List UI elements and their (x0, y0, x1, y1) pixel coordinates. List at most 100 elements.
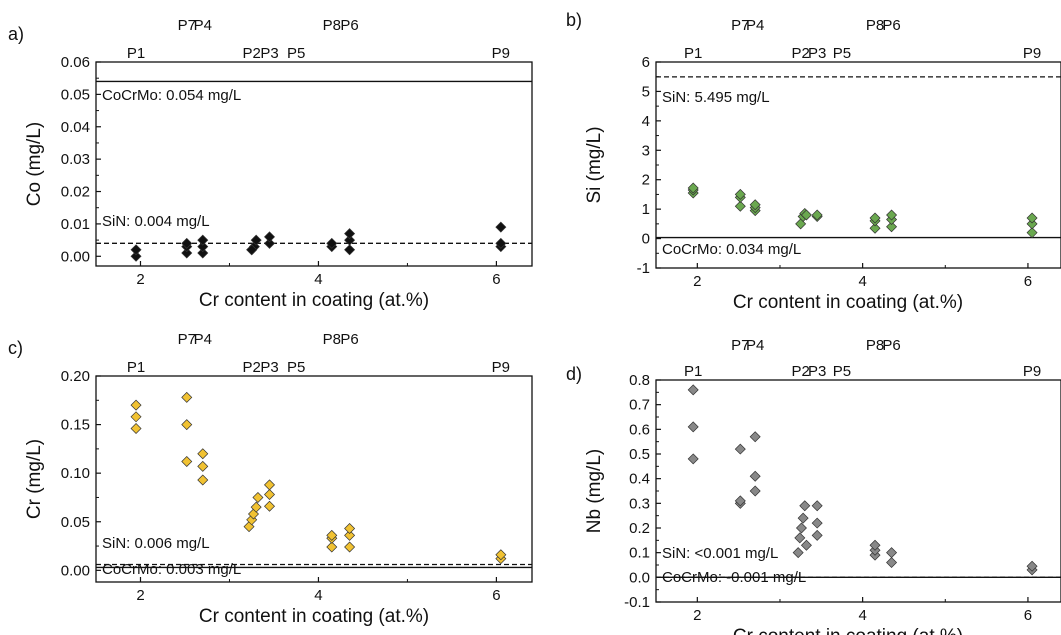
data-point (344, 234, 356, 246)
sample-label: P6 (340, 17, 358, 34)
data-point (197, 234, 209, 246)
y-tick-label: 0.6 (629, 421, 650, 438)
sample-label: P4 (194, 331, 212, 348)
sample-label: P6 (340, 331, 358, 348)
x-tick-label: 2 (136, 587, 144, 604)
sample-label: P2 (791, 363, 809, 380)
sample-label: P7 (731, 337, 749, 354)
data-point (869, 212, 881, 224)
reference-label: CoCrMo: 0.054 mg/L (102, 87, 241, 104)
y-tick-label: 0.1 (629, 545, 650, 562)
sample-label: P1 (127, 45, 145, 62)
y-tick-label: 0.2 (629, 520, 650, 537)
data-point (264, 500, 276, 512)
sample-label: P6 (882, 17, 900, 34)
y-tick-label: 0.05 (61, 514, 90, 531)
x-tick-label: 4 (858, 273, 866, 290)
y-axis-title: Nb (mg/L) (584, 449, 605, 533)
y-tick-label: 0.15 (61, 417, 90, 434)
data-point (197, 241, 209, 253)
sample-label: P3 (808, 45, 826, 62)
data-point (130, 411, 142, 423)
data-point (799, 500, 811, 512)
plot-frame (95, 375, 533, 583)
x-tick-label: 4 (314, 587, 322, 604)
x-axis-title: Cr content in coating (at.%) (199, 606, 429, 627)
panel-letter: c) (8, 338, 23, 358)
panel-a: a) 2 4 6 0.00 0.01 0.02 0.03 0.04 0.05 0.06 Cr cont… (8, 17, 533, 311)
sample-label: P8 (866, 337, 884, 354)
data-point (1026, 227, 1038, 239)
y-tick-label: 0.8 (629, 372, 650, 389)
data-point (243, 521, 255, 533)
data-point (886, 209, 898, 221)
reference-label: SiN: 5.495 mg/L (662, 89, 770, 106)
reference-label: CoCrMo: -0.001 mg/L (662, 569, 806, 586)
y-tick-label: 0.7 (629, 397, 650, 414)
data-point (326, 541, 338, 553)
y-tick-label: 0.0 (629, 569, 650, 586)
sample-label: P4 (746, 17, 764, 34)
data-point (264, 237, 276, 249)
x-tick-label: 2 (693, 273, 701, 290)
sample-label: P6 (882, 337, 900, 354)
data-point (886, 221, 898, 233)
data-point (264, 489, 276, 501)
data-point (794, 532, 806, 544)
reference-label: SiN: <0.001 mg/L (662, 545, 778, 562)
sample-label: P4 (194, 17, 212, 34)
data-point (800, 209, 812, 221)
panel-c: c) 2 4 6 0.00 0.05 0.10 0.15 0.20 Cr content in c… (8, 331, 533, 627)
data-point (1026, 560, 1038, 572)
data-point (495, 221, 507, 233)
data-point (344, 228, 356, 240)
y-tick-label: -1 (637, 260, 650, 277)
sample-label: P3 (260, 45, 278, 62)
sample-label: P9 (1023, 363, 1041, 380)
sample-label: P3 (260, 359, 278, 376)
panel-letter: d) (566, 364, 582, 384)
sample-label: P5 (833, 45, 851, 62)
data-point (181, 247, 193, 259)
y-tick-label: -0.1 (624, 594, 650, 611)
data-point (130, 422, 142, 434)
data-point (811, 209, 823, 221)
data-point (344, 529, 356, 541)
y-tick-label: 0.3 (629, 495, 650, 512)
sample-label: P1 (127, 359, 145, 376)
data-point (344, 541, 356, 553)
data-point (181, 391, 193, 403)
sample-label: P7 (178, 17, 196, 34)
data-point (181, 456, 193, 468)
y-tick-label: 2 (642, 172, 650, 189)
data-point (687, 421, 699, 433)
sample-label: P7 (178, 331, 196, 348)
data-point (811, 529, 823, 541)
sample-label: P2 (791, 45, 809, 62)
y-tick-label: 0.10 (61, 465, 90, 482)
y-tick-label: 0.5 (629, 446, 650, 463)
panel-letter: a) (8, 24, 24, 44)
x-tick-label: 2 (693, 607, 701, 624)
data-point (252, 491, 264, 503)
y-tick-label: 0.00 (61, 562, 90, 579)
data-point (344, 244, 356, 256)
data-point (687, 384, 699, 396)
data-point (326, 237, 338, 249)
x-tick-label: 6 (1024, 607, 1032, 624)
sample-label: P4 (746, 337, 764, 354)
data-point (181, 237, 193, 249)
sample-label: P5 (287, 359, 305, 376)
x-tick-label: 2 (136, 271, 144, 288)
sample-label: P9 (1023, 45, 1041, 62)
data-point (495, 237, 507, 249)
data-point (197, 247, 209, 259)
data-point (811, 500, 823, 512)
reference-label: SiN: 0.006 mg/L (102, 535, 210, 552)
data-point (795, 218, 807, 230)
data-point (130, 399, 142, 411)
y-tick-label: 4 (642, 113, 650, 130)
sample-label: P1 (684, 45, 702, 62)
data-point (246, 514, 258, 526)
